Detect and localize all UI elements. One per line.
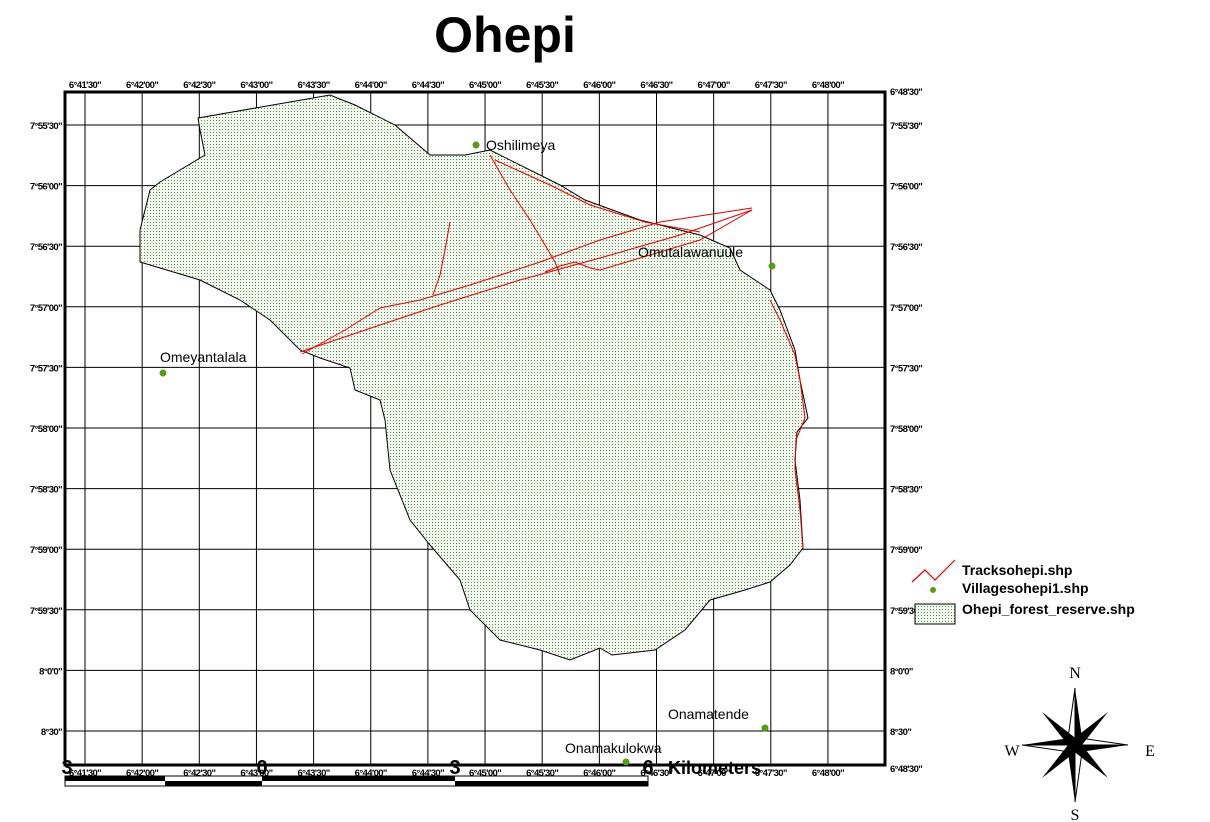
compass-w: W	[1004, 743, 1020, 760]
longitude-label: 6°47'00"	[698, 80, 730, 91]
latitude-label: 7°57'30"	[30, 363, 62, 374]
longitude-label: 6°45'30"	[526, 768, 558, 779]
latitude-label: 7°59'00"	[890, 545, 922, 556]
scale-label: 3	[61, 757, 72, 779]
village-label: Onamatende	[668, 706, 749, 722]
village-point	[761, 724, 769, 732]
latitude-label: 8°30"	[890, 727, 911, 738]
longitude-label: 6°44'30"	[412, 768, 444, 779]
longitude-label: 6°44'00"	[355, 80, 387, 91]
legend-label: Ohepi_forest_reserve.shp	[962, 601, 1135, 617]
latitude-label: 7°59'30"	[30, 606, 62, 617]
longitude-label: 6°42'00"	[126, 80, 158, 91]
legend-village-symbol	[930, 587, 936, 593]
latitude-label: 8°0'0"	[890, 666, 913, 677]
map-title: Ohepi	[434, 7, 576, 63]
longitude-label: 6°42'30"	[183, 768, 215, 779]
latitude-label: 7°57'00"	[890, 303, 922, 314]
longitude-label: 6°48'00"	[812, 768, 844, 779]
latitude-label: 7°59'00"	[30, 545, 62, 556]
scale-label: 3	[449, 757, 460, 779]
longitude-label: 6°45'00"	[469, 80, 501, 91]
longitude-label: 6°48'00"	[812, 80, 844, 91]
compass: N E S W	[1004, 665, 1154, 822]
scale-label: 0	[256, 757, 267, 779]
longitude-label: 6°46'00"	[583, 80, 615, 91]
village-point	[472, 141, 480, 149]
longitude-label: 6°41'30"	[69, 80, 101, 91]
village-point	[622, 758, 630, 766]
map-frame	[63, 90, 887, 767]
legend-label: Villagesohepi1.shp	[962, 580, 1089, 596]
longitude-label: 6°47'00"	[698, 768, 730, 779]
longitude-label: 6°43'30"	[298, 80, 330, 91]
longitude-label: 6°45'30"	[526, 80, 558, 91]
compass-n: N	[1069, 665, 1081, 682]
scale-bar	[64, 775, 649, 787]
longitude-label: 6°43'30"	[298, 768, 330, 779]
village-point	[159, 369, 167, 377]
longitude-label: 6°41'30"	[69, 768, 101, 779]
longitude-label: 6°42'00"	[126, 768, 158, 779]
scale-label: 6	[642, 757, 653, 779]
latitude-label: 8°30"	[41, 727, 62, 738]
latitude-label: 7°58'00"	[30, 424, 62, 435]
compass-e: E	[1145, 743, 1155, 760]
latitude-label: 7°59'30"	[890, 606, 922, 617]
legend: Tracksohepi.shp Villagesohepi1.shp Ohepi…	[911, 559, 1135, 625]
latitude-label: 7°56'00"	[30, 182, 62, 193]
village-label: Omeyantalala	[160, 349, 247, 365]
longitude-label: 6°47'30"	[755, 80, 787, 91]
corner-label: 6°48'30"	[890, 764, 922, 775]
corner-label: 6°48'30"	[890, 87, 922, 98]
latitude-label: 7°58'30"	[30, 485, 62, 496]
latitude-label: 7°57'30"	[890, 363, 922, 374]
latitude-label: 7°55'30"	[30, 121, 62, 132]
latitude-label: 7°56'30"	[890, 242, 922, 253]
latitude-label: 7°56'30"	[30, 242, 62, 253]
latitude-label: 7°55'30"	[890, 121, 922, 132]
scale-unit: Kilometers	[668, 758, 761, 778]
longitude-label: 6°46'00"	[583, 768, 615, 779]
longitude-label: 6°46'30"	[640, 768, 672, 779]
latitude-label: 8°0'0"	[39, 666, 62, 677]
latitude-label: 7°58'00"	[890, 424, 922, 435]
compass-s: S	[1071, 807, 1080, 822]
village-point	[768, 262, 776, 270]
longitude-label: 6°44'00"	[355, 768, 387, 779]
village-label: Omutalawanuule	[638, 244, 743, 260]
longitude-label: 6°44'30"	[412, 80, 444, 91]
longitude-label: 6°42'30"	[183, 80, 215, 91]
village-label: Oshilimeya	[486, 137, 555, 153]
latitude-label: 7°56'00"	[890, 182, 922, 193]
legend-forest-symbol	[914, 603, 956, 625]
legend-label: Tracksohepi.shp	[962, 562, 1072, 578]
latitude-label: 7°58'30"	[890, 485, 922, 496]
latitude-label: 7°57'00"	[30, 303, 62, 314]
longitude-label: 6°43'00"	[240, 80, 272, 91]
legend-track-symbol	[911, 559, 956, 583]
longitude-label: 6°47'30"	[755, 768, 787, 779]
longitude-label: 6°46'30"	[640, 80, 672, 91]
tracks	[299, 154, 806, 549]
forest-reserve	[139, 94, 809, 661]
longitude-label: 6°43'00"	[240, 768, 272, 779]
longitude-label: 6°45'00"	[469, 768, 501, 779]
village-label: Onamakulokwa	[565, 740, 662, 756]
